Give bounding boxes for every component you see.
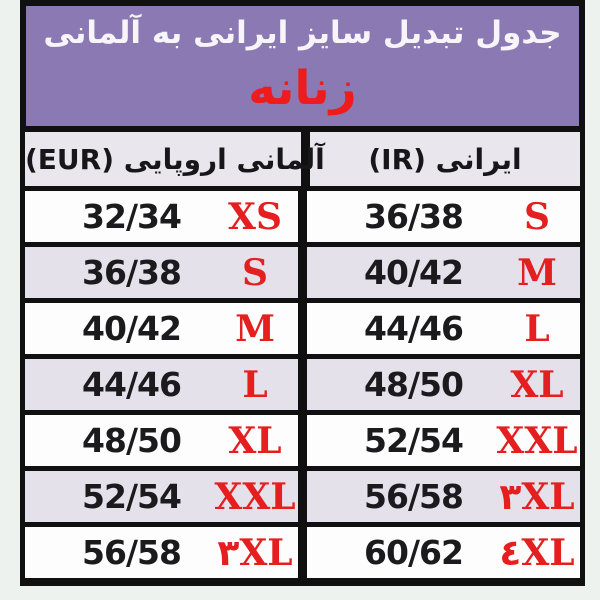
column-header-eur-label: آلمانی اروپایی (EUR) [25, 142, 325, 176]
column-divider [301, 132, 310, 186]
eur-cell: 44/46 L [25, 359, 298, 410]
eur-number: 40/42 [82, 309, 182, 348]
ir-size-letter: XXL [496, 419, 578, 462]
table-row: 52/54 XXL 56/58 ۳XL [25, 471, 580, 527]
eur-cell: 48/50 XL [25, 415, 298, 466]
eur-number: 44/46 [82, 365, 182, 404]
table-title: جدول تبدیل سایز ایرانی به آلمانی [43, 15, 562, 51]
ir-number: 44/46 [364, 309, 464, 348]
eur-number: 48/50 [82, 421, 182, 460]
ir-cell: 60/62 ٤XL [307, 527, 580, 578]
ir-cell: 52/54 XXL [307, 415, 580, 466]
ir-size-letter: XL [510, 363, 564, 406]
ir-number: 52/54 [364, 421, 464, 460]
ir-cell: 48/50 XL [307, 359, 580, 410]
divider-line [20, 126, 585, 132]
ir-size-letter: L [524, 307, 550, 350]
column-header-ir-label: ایرانی (IR) [368, 142, 522, 176]
ir-size-letter: ٤XL [499, 531, 575, 574]
ir-size-letter: S [524, 195, 550, 238]
table-row: 40/42 M 44/46 L [25, 303, 580, 359]
column-divider [298, 247, 307, 298]
column-divider [298, 415, 307, 466]
eur-cell: 36/38 S [25, 247, 298, 298]
column-header-row: آلمانی اروپایی (EUR) ایرانی (IR) [20, 132, 585, 186]
divider-line [20, 186, 585, 191]
eur-cell: 40/42 M [25, 303, 298, 354]
table-row: 56/58 ۳XL 60/62 ٤XL [25, 527, 580, 578]
table-row: 48/50 XL 52/54 XXL [25, 415, 580, 471]
column-divider [298, 191, 307, 242]
ir-cell: 56/58 ۳XL [307, 471, 580, 522]
table-subtitle-women: زنانه [248, 61, 357, 116]
table-body: 32/34 XS 36/38 S 36/38 S 40/42 M 40/42 M… [20, 191, 585, 586]
ir-number: 56/58 [364, 477, 464, 516]
column-header-ir: ایرانی (IR) [310, 132, 580, 186]
ir-size-letter: ۳XL [499, 475, 575, 518]
eur-size-letter: XS [228, 195, 282, 238]
eur-number: 56/58 [82, 533, 182, 572]
ir-cell: 44/46 L [307, 303, 580, 354]
size-conversion-table: جدول تبدیل سایز ایرانی به آلمانی زنانه آ… [20, 0, 585, 586]
eur-cell: 56/58 ۳XL [25, 527, 298, 578]
eur-size-letter: S [242, 251, 268, 294]
eur-cell: 52/54 XXL [25, 471, 298, 522]
ir-size-letter: M [517, 251, 557, 294]
ir-cell: 36/38 S [307, 191, 580, 242]
table-row: 36/38 S 40/42 M [25, 247, 580, 303]
ir-number: 60/62 [364, 533, 464, 572]
ir-number: 40/42 [364, 253, 464, 292]
column-divider [298, 359, 307, 410]
title-banner: جدول تبدیل سایز ایرانی به آلمانی زنانه [20, 0, 585, 126]
column-divider [298, 471, 307, 522]
eur-size-letter: XL [228, 419, 282, 462]
table-row: 44/46 L 48/50 XL [25, 359, 580, 415]
column-header-eur: آلمانی اروپایی (EUR) [25, 132, 325, 186]
column-divider [298, 303, 307, 354]
eur-number: 52/54 [82, 477, 182, 516]
eur-size-letter: ۳XL [217, 531, 293, 574]
eur-size-letter: M [235, 307, 275, 350]
ir-number: 48/50 [364, 365, 464, 404]
eur-size-letter: XXL [214, 475, 296, 518]
eur-size-letter: L [242, 363, 268, 406]
ir-number: 36/38 [364, 197, 464, 236]
ir-cell: 40/42 M [307, 247, 580, 298]
eur-number: 32/34 [82, 197, 182, 236]
eur-cell: 32/34 XS [25, 191, 298, 242]
table-row: 32/34 XS 36/38 S [25, 191, 580, 247]
column-divider [298, 527, 307, 578]
eur-number: 36/38 [82, 253, 182, 292]
